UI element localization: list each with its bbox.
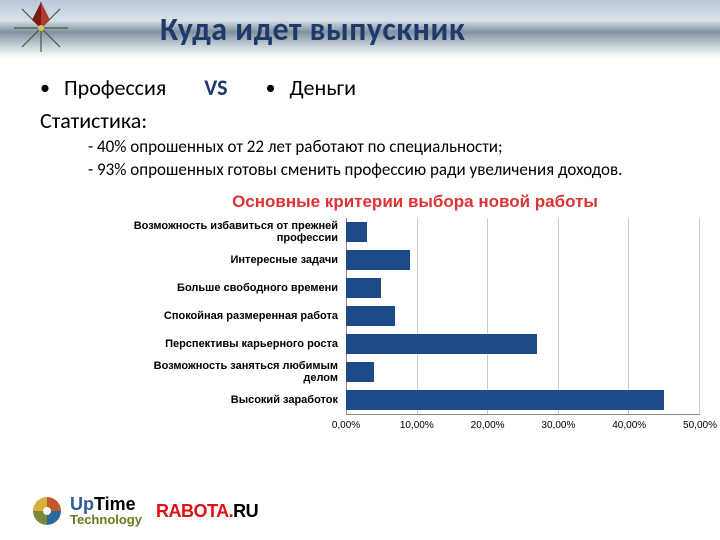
x-tick-label: 10,00% <box>400 420 434 431</box>
compare-left: Профессия <box>64 74 166 101</box>
chart-ylabel: Спокойная размеренная работа <box>130 310 346 322</box>
chart: Основные критерии выбора новой работы Во… <box>130 192 700 432</box>
stat-heading: Статистика: <box>40 107 680 134</box>
chart-row: Возможность заняться любимым делом <box>130 358 700 386</box>
compare-right: Деньги <box>290 74 357 101</box>
chart-plot-cell <box>346 330 700 358</box>
uptime-logo: UpTime Technology <box>30 494 142 528</box>
chart-bar <box>346 362 374 382</box>
compare-row: • Профессия VS • Деньги <box>40 74 680 101</box>
x-tick-label: 30,00% <box>541 420 575 431</box>
chart-row: Перспективы карьерного роста <box>130 330 700 358</box>
bullet-icon: • <box>266 76 276 100</box>
chart-plot-cell <box>346 274 700 302</box>
x-tick-label: 50,00% <box>683 420 717 431</box>
x-tick-label: 0,00% <box>332 420 360 431</box>
bullet-icon: • <box>40 76 50 100</box>
x-tick-label: 40,00% <box>612 420 646 431</box>
footer-logos: UpTime Technology RABOTA.RU <box>30 494 258 528</box>
uptime-logo-sub: Technology <box>70 514 142 526</box>
compare-vs: VS <box>204 74 227 101</box>
compass-icon <box>6 0 76 58</box>
chart-plot-cell <box>346 358 700 386</box>
chart-ylabel: Возможность заняться любимым делом <box>130 360 346 384</box>
stat-list: - 40% опрошенных от 22 лет работают по с… <box>88 136 680 182</box>
chart-row: Больше свободного времени <box>130 274 700 302</box>
chart-bar <box>346 222 367 242</box>
chart-row: Высокий заработок <box>130 386 700 414</box>
header-band: Куда идет выпускник <box>0 0 720 58</box>
chart-ylabel: Больше свободного времени <box>130 282 346 294</box>
chart-title: Основные критерии выбора новой работы <box>130 192 700 212</box>
chart-ylabel: Высокий заработок <box>130 394 346 406</box>
chart-plot-cell <box>346 218 700 246</box>
x-axis-ticks: 0,00%10,00%20,00%30,00%40,00%50,00% <box>346 418 700 432</box>
chart-ylabel: Интересные задачи <box>130 254 346 266</box>
chart-bar <box>346 306 395 326</box>
chart-bar <box>346 390 664 410</box>
chart-bar <box>346 278 381 298</box>
chart-plot: Возможность избавиться от прежней профес… <box>130 218 700 414</box>
rabota-logo: RABOTA.RU <box>156 501 258 522</box>
slide-title: Куда идет выпускник <box>160 10 465 49</box>
content: • Профессия VS • Деньги Статистика: - 40… <box>0 58 720 432</box>
chart-bar <box>346 334 537 354</box>
chart-bar <box>346 250 410 270</box>
chart-plot-cell <box>346 386 700 414</box>
chart-row: Интересные задачи <box>130 246 700 274</box>
chart-plot-cell <box>346 302 700 330</box>
stat-line: - 93% опрошенных готовы сменить професси… <box>88 159 680 182</box>
stat-line: - 40% опрошенных от 22 лет работают по с… <box>88 136 680 159</box>
chart-ylabel: Возможность избавиться от прежней профес… <box>130 220 346 244</box>
chart-plot-cell <box>346 246 700 274</box>
chart-row: Возможность избавиться от прежней профес… <box>130 218 700 246</box>
uptime-logo-icon <box>30 494 64 528</box>
chart-ylabel: Перспективы карьерного роста <box>130 338 346 350</box>
x-tick-label: 20,00% <box>471 420 505 431</box>
chart-row: Спокойная размеренная работа <box>130 302 700 330</box>
